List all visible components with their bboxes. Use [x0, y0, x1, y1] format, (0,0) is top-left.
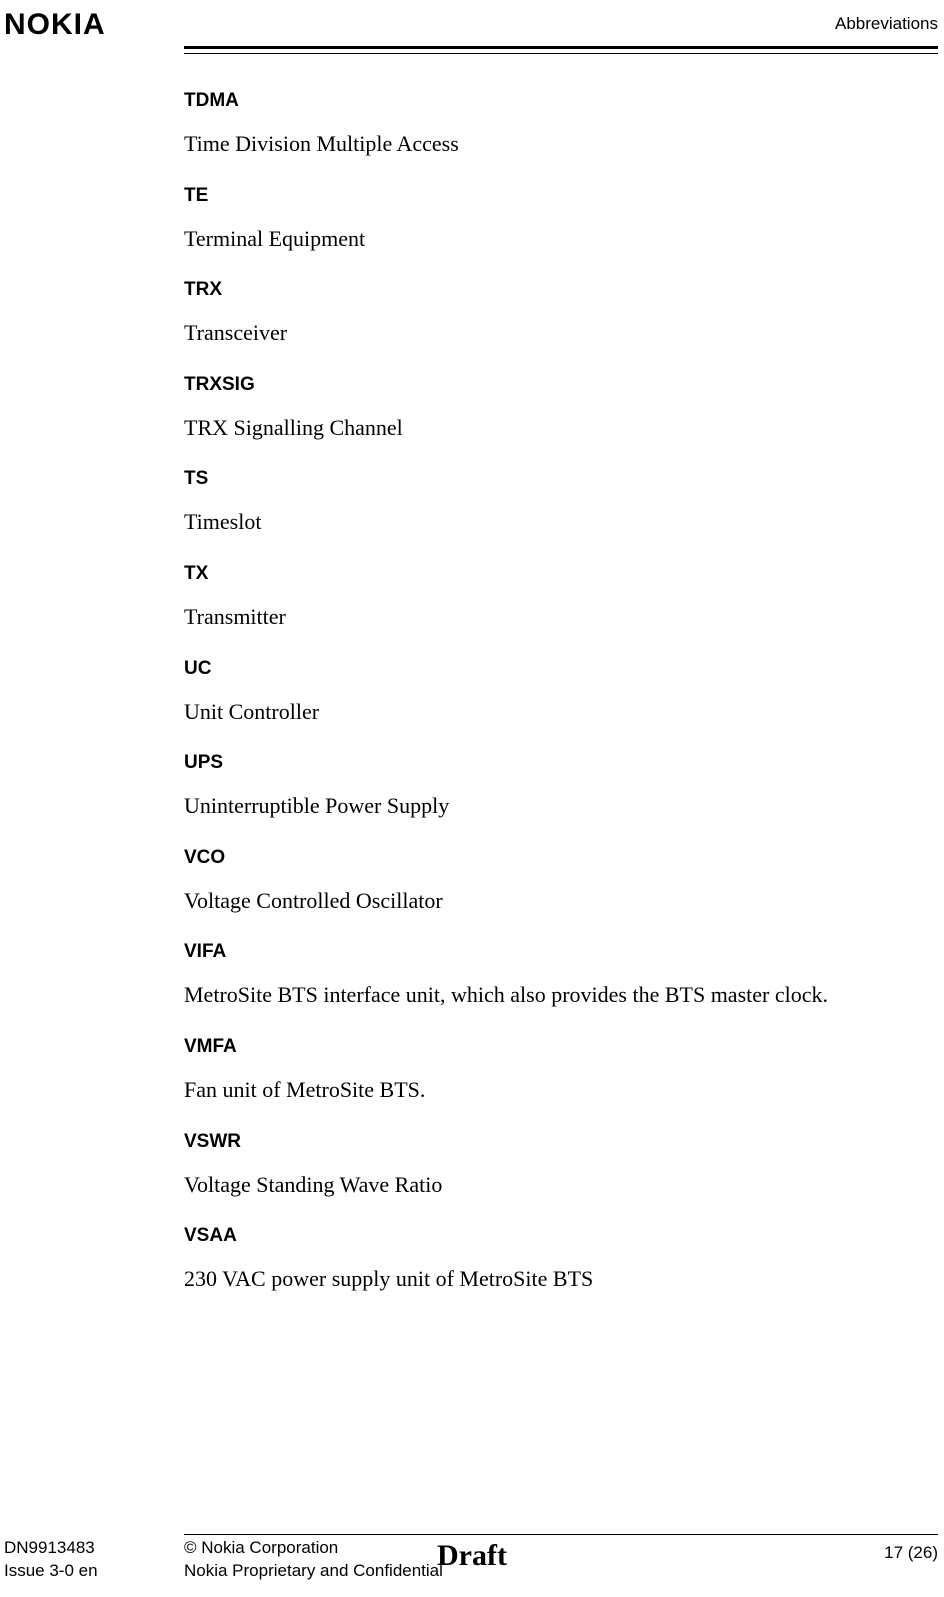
- abbr-term: UC: [184, 658, 904, 680]
- abbr-definition: Uninterruptible Power Supply: [184, 792, 904, 821]
- abbr-definition: Transceiver: [184, 319, 904, 348]
- draft-watermark: Draft: [0, 1539, 944, 1573]
- document-page: NOKIA Abbreviations TDMA Time Division M…: [0, 0, 944, 1597]
- abbr-term: VIFA: [184, 941, 904, 963]
- abbr-definition: Voltage Controlled Oscillator: [184, 887, 904, 916]
- abbr-definition: Voltage Standing Wave Ratio: [184, 1171, 904, 1200]
- abbr-definition: Terminal Equipment: [184, 225, 904, 254]
- abbr-term: TDMA: [184, 90, 904, 112]
- abbr-definition: Transmitter: [184, 603, 904, 632]
- abbr-term: TX: [184, 563, 904, 585]
- abbr-term: TRXSIG: [184, 374, 904, 396]
- abbr-definition: Timeslot: [184, 508, 904, 537]
- abbr-definition: Fan unit of MetroSite BTS.: [184, 1076, 904, 1105]
- page-header: NOKIA Abbreviations: [0, 8, 944, 56]
- nokia-logo: NOKIA: [4, 8, 106, 42]
- abbr-definition: Unit Controller: [184, 698, 904, 727]
- section-title: Abbreviations: [835, 14, 938, 34]
- abbr-term: VCO: [184, 847, 904, 869]
- abbr-term: VMFA: [184, 1036, 904, 1058]
- abbr-term: TS: [184, 468, 904, 490]
- abbr-definition: 230 VAC power supply unit of MetroSite B…: [184, 1265, 904, 1294]
- abbr-term: VSWR: [184, 1131, 904, 1153]
- abbreviation-list: TDMA Time Division Multiple Access TE Te…: [184, 90, 904, 1298]
- page-number: 17 (26): [884, 1543, 938, 1563]
- abbr-term: TRX: [184, 279, 904, 301]
- footer-rule: [184, 1534, 938, 1535]
- abbr-term: TE: [184, 185, 904, 207]
- page-footer: DN9913483 Issue 3-0 en © Nokia Corporati…: [0, 1529, 944, 1589]
- abbr-term: UPS: [184, 752, 904, 774]
- header-rule-thin: [184, 53, 938, 54]
- abbr-definition: MetroSite BTS interface unit, which also…: [184, 981, 904, 1010]
- abbr-definition: Time Division Multiple Access: [184, 130, 904, 159]
- header-rule-thick: [184, 46, 938, 49]
- abbr-definition: TRX Signalling Channel: [184, 414, 904, 443]
- abbr-term: VSAA: [184, 1225, 904, 1247]
